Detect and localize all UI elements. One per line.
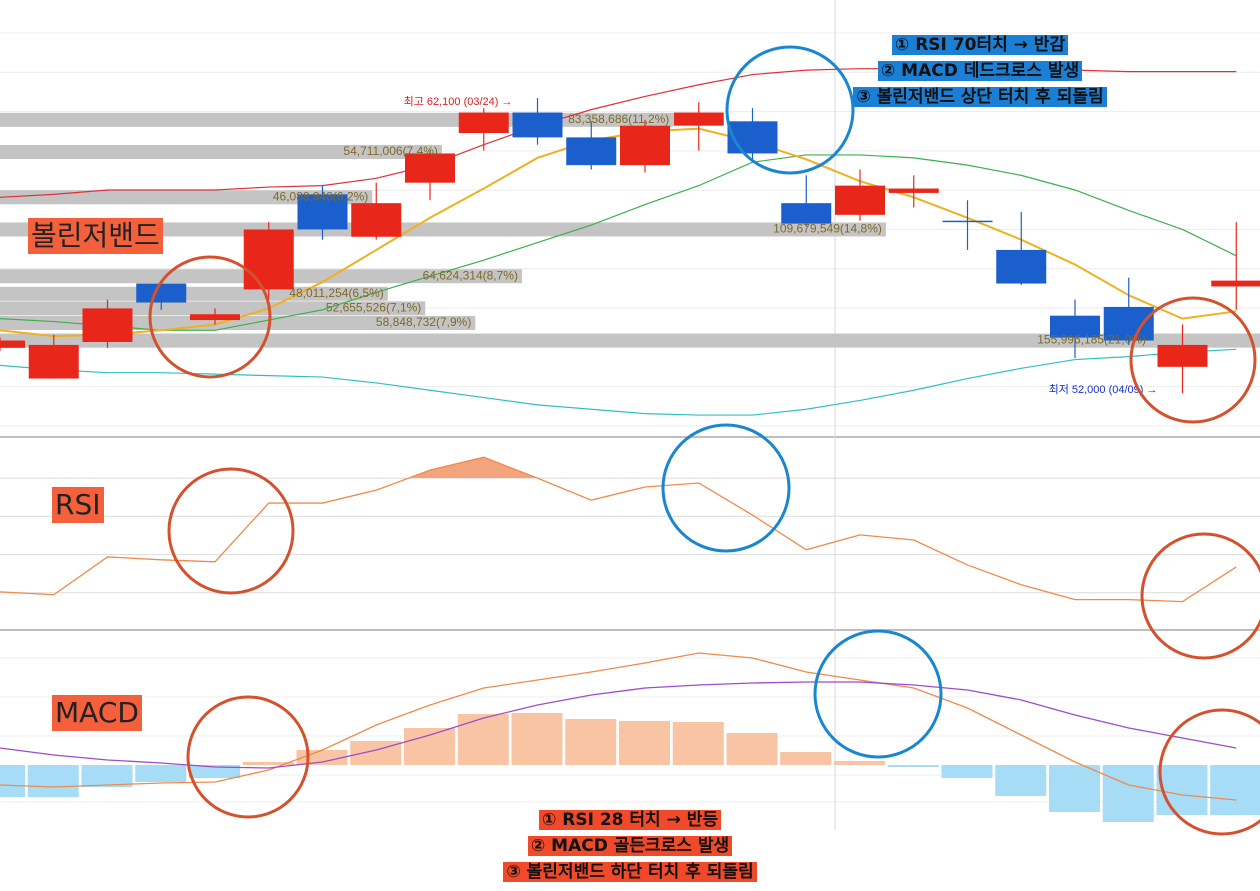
candle-body	[405, 153, 455, 183]
candle-body	[351, 203, 402, 237]
volume-label: 58,848,732(7,9%)	[376, 315, 471, 329]
note: ② MACD 골든크로스 발생	[430, 833, 830, 859]
histogram-bar	[189, 765, 240, 778]
candle-body	[297, 194, 348, 230]
candle-body	[620, 125, 670, 166]
candle-body	[512, 112, 563, 138]
volume-label: 83,358,686(11,2%)	[568, 112, 669, 126]
candle-body	[942, 220, 993, 223]
note: ② MACD 데드크로스 발생	[780, 58, 1180, 84]
highlight-circle	[186, 695, 310, 819]
high-label: 최고 62,100 (03/24) →	[404, 95, 513, 108]
macd-line	[0, 681, 1237, 769]
note: ③ 볼린저밴드 하단 터치 후 되돌림	[430, 859, 830, 885]
histogram-bar	[941, 765, 993, 778]
highlight-circle	[167, 467, 295, 595]
highlight-circle	[813, 629, 943, 759]
note: ① RSI 70터치 → 반감	[780, 32, 1180, 58]
candle-body	[996, 249, 1047, 284]
candle-body	[136, 283, 187, 303]
candle-body	[243, 229, 294, 290]
note-text: ① RSI 70터치 → 반감	[891, 35, 1069, 55]
highlight-circle	[661, 423, 791, 553]
volume-bar	[0, 190, 373, 205]
volume-label: 54,711,006(7,4%)	[343, 144, 438, 158]
histogram-bar	[995, 765, 1047, 796]
candle-body	[888, 188, 939, 193]
candle-body	[781, 203, 832, 224]
candle-body	[673, 112, 724, 126]
note-text: ① RSI 28 터치 → 반등	[538, 810, 722, 830]
candle-body	[0, 340, 25, 348]
candle-body	[28, 344, 79, 379]
histogram-bar	[457, 714, 509, 765]
rsi-label: RSI	[52, 487, 104, 523]
candle-body	[190, 314, 240, 321]
overbought-area	[0, 457, 1237, 479]
volume-bar	[0, 333, 1260, 348]
highlight-circle	[1158, 708, 1260, 836]
note-text: ③ 볼린저밴드 하단 터치 후 되돌림	[503, 862, 757, 882]
histogram-bar	[672, 722, 724, 765]
macd-label: MACD	[52, 695, 142, 731]
candle-body	[566, 137, 617, 166]
histogram-bar	[0, 765, 25, 797]
sell-notes: ① RSI 70터치 → 반감 ② MACD 데드크로스 발생 ③ 볼린저밴드 …	[780, 32, 1180, 110]
macd-line	[0, 652, 1237, 801]
volume-label: 46,088,848(6,2%)	[273, 189, 368, 203]
candle-body	[1103, 306, 1154, 341]
volume-label: 64,624,314(8,7%)	[423, 268, 518, 282]
note-text: ② MACD 데드크로스 발생	[877, 61, 1083, 81]
histogram-bar	[780, 752, 832, 765]
histogram-bar	[1102, 765, 1154, 822]
highlight-circle	[1129, 296, 1257, 424]
histogram-bar	[1156, 765, 1208, 815]
histogram-bar	[81, 765, 133, 787]
note-text: ③ 볼린저밴드 상단 터치 후 되돌림	[853, 87, 1107, 107]
candle-body	[1157, 344, 1208, 367]
low-label: 최저 52,000 (04/09) →	[1049, 383, 1158, 396]
indicator-line	[0, 154, 1237, 331]
histogram-bar	[1049, 765, 1100, 812]
candle-body	[82, 308, 133, 342]
bollinger-label: 볼린저밴드	[28, 218, 163, 254]
volume-bar	[0, 222, 886, 237]
histogram-bar	[27, 765, 79, 797]
note-text: ② MACD 골든크로스 발생	[527, 836, 733, 856]
histogram-bar	[135, 765, 187, 782]
volume-bar	[0, 145, 442, 159]
indicator-line	[0, 127, 1237, 338]
candle-body	[458, 112, 509, 133]
volume-label: 109,679,549(14,8%)	[773, 222, 882, 236]
histogram-bar	[726, 733, 778, 765]
histogram-bar	[834, 761, 885, 765]
histogram-bar	[404, 728, 455, 765]
histogram-bar	[565, 719, 617, 765]
candle-body	[1211, 280, 1260, 287]
note: ③ 볼린저밴드 상단 터치 후 되돌림	[780, 84, 1180, 110]
histogram-bar	[887, 765, 939, 767]
histogram-bar	[1210, 765, 1260, 815]
highlight-circle	[725, 45, 855, 175]
volume-label: 52,655,526(7,1%)	[326, 301, 421, 315]
indicator-line	[0, 348, 1237, 416]
candle-body	[835, 185, 885, 215]
volume-label: 48,011,254(6,5%)	[289, 286, 384, 300]
candle-body	[1050, 315, 1100, 338]
histogram-bar	[619, 721, 670, 765]
buy-notes: ① RSI 28 터치 → 반등 ② MACD 골든크로스 발생 ③ 볼린저밴드…	[430, 807, 830, 885]
candle-body	[727, 121, 778, 154]
histogram-bar	[242, 762, 294, 765]
histogram-bar	[511, 713, 563, 765]
volume-label: 155,996,185(21,0%)	[1037, 333, 1146, 347]
highlight-circle	[148, 255, 272, 379]
rsi-line	[0, 456, 1237, 603]
note: ① RSI 28 터치 → 반등	[430, 807, 830, 833]
highlight-circle	[1140, 532, 1260, 660]
